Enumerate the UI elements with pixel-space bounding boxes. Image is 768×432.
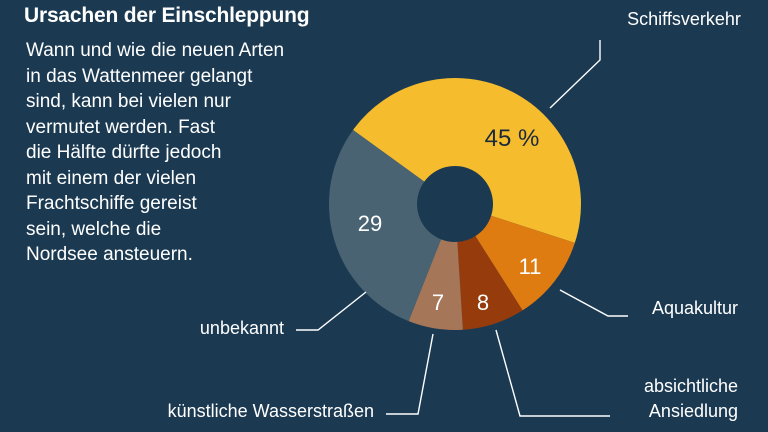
intro-line: die Hälfte dürfte jedoch: [26, 142, 222, 163]
slice-unbekannt: [329, 129, 442, 322]
slice-schiffsverkehr: [353, 77, 581, 243]
intro-line: sind, kann bei vielen nur: [26, 91, 231, 112]
intro-line: Nordsee ansteuern.: [26, 244, 193, 265]
slice-künstliche-wasserstraßen: [408, 239, 463, 330]
leader-line-schiffsverkehr: [549, 40, 601, 109]
intro-line: sein, welche die: [26, 218, 162, 240]
intro-line: vermutet werden. Fast: [26, 116, 216, 138]
leader-line-aquakultur: [559, 289, 628, 317]
value-wasserstrassen: 7: [432, 290, 444, 315]
value-ansiedlung: 8: [477, 290, 489, 315]
intro-text: Wann und wie die neuen Arten in das Watt…: [26, 38, 346, 268]
label-unbekannt: unbekannt: [200, 318, 284, 338]
slice-aquakultur: [475, 215, 575, 311]
leader-line-unbekannt: [296, 291, 367, 331]
intro-line: in das Wattenmeer gelangt: [26, 65, 253, 87]
value-aquakultur: 11: [519, 254, 542, 279]
intro-line: Wann und wie die neuen Arten: [26, 40, 285, 61]
intro-line: Frachtschiffe gereist: [26, 193, 197, 214]
label-aquakultur: Aquakultur: [652, 298, 738, 318]
value-schiffsverkehr: 45 %: [485, 125, 540, 152]
label-schiffsverkehr: Schiffsverkehr: [627, 9, 741, 29]
label-ansiedlung-line2: Ansiedlung: [649, 401, 738, 421]
label-ansiedlung-line1: absichtliche: [644, 376, 738, 396]
chart-title: Ursachen der Einschleppung: [24, 4, 310, 27]
leader-line-ansiedlung: [495, 329, 610, 417]
slice-absichtliche-ansiedlung: [457, 236, 523, 330]
leader-line-wasserstrassen: [386, 333, 434, 415]
value-unbekannt: 29: [358, 211, 382, 236]
intro-line: mit einem der vielen: [26, 167, 197, 189]
label-wasserstrassen: künstliche Wasserstraßen: [168, 401, 374, 421]
